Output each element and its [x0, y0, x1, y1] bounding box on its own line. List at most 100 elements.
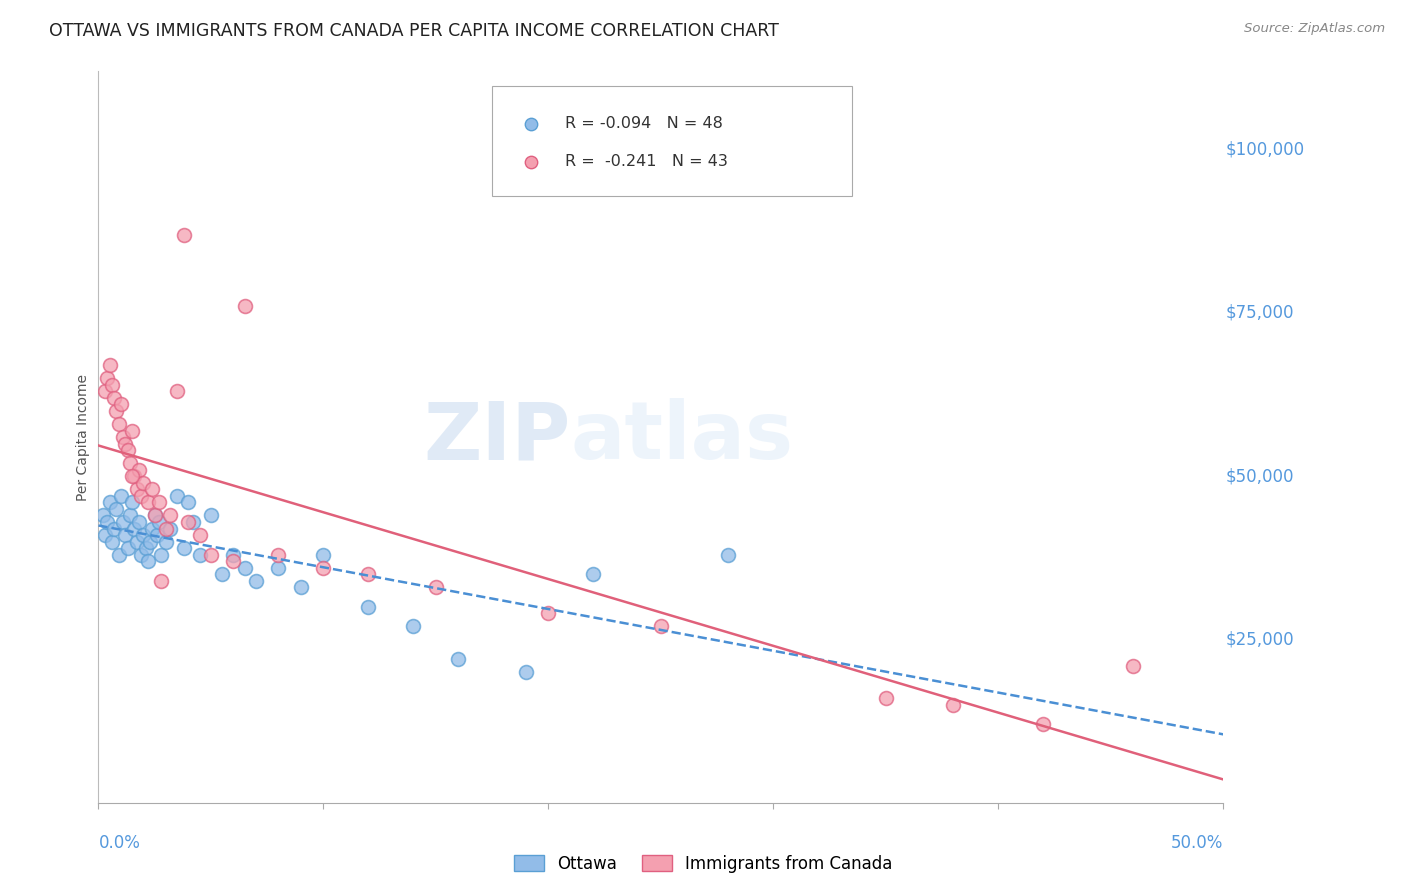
Point — [537, 607, 560, 621]
Text: OTTAWA VS IMMIGRANTS FROM CANADA PER CAPITA INCOME CORRELATION CHART: OTTAWA VS IMMIGRANTS FROM CANADA PER CAP… — [49, 22, 779, 40]
Point — [143, 508, 166, 523]
Point — [107, 417, 129, 431]
Point — [129, 489, 152, 503]
Point — [211, 567, 233, 582]
Point — [103, 521, 125, 535]
Point — [1032, 717, 1054, 731]
Point — [117, 443, 139, 458]
Point — [267, 560, 290, 574]
Point — [107, 548, 129, 562]
Point — [132, 528, 155, 542]
Point — [110, 397, 132, 411]
Point — [953, 796, 976, 810]
Point — [290, 580, 312, 594]
Point — [94, 528, 117, 542]
Point — [139, 534, 162, 549]
Text: ZIP: ZIP — [423, 398, 571, 476]
Point — [148, 495, 170, 509]
Point — [159, 508, 181, 523]
Point — [188, 528, 211, 542]
Point — [1122, 658, 1144, 673]
Point — [98, 495, 121, 509]
Point — [96, 515, 118, 529]
Point — [132, 475, 155, 490]
Point — [166, 384, 188, 399]
Point — [245, 574, 267, 588]
Text: $50,000: $50,000 — [1226, 467, 1295, 485]
Point — [135, 541, 157, 555]
Point — [94, 384, 117, 399]
Point — [357, 599, 380, 614]
Point — [114, 528, 136, 542]
Text: 0.0%: 0.0% — [98, 834, 141, 852]
Point — [98, 358, 121, 372]
Point — [942, 698, 965, 712]
Point — [166, 489, 188, 503]
Text: R = -0.094   N = 48: R = -0.094 N = 48 — [565, 116, 723, 131]
Point — [222, 548, 245, 562]
Point — [124, 469, 146, 483]
Point — [267, 548, 290, 562]
Point — [233, 300, 256, 314]
Point — [222, 554, 245, 568]
Point — [177, 515, 200, 529]
Point — [114, 436, 136, 450]
Point — [155, 534, 177, 549]
Point — [146, 528, 169, 542]
Point — [128, 515, 150, 529]
Point — [188, 548, 211, 562]
Text: $100,000: $100,000 — [1226, 141, 1305, 159]
Point — [173, 227, 195, 242]
Point — [105, 404, 128, 418]
Point — [112, 430, 135, 444]
Point — [129, 548, 152, 562]
Point — [118, 508, 141, 523]
Point — [233, 560, 256, 574]
Point — [105, 502, 128, 516]
Point — [953, 796, 976, 810]
Point — [425, 580, 447, 594]
Point — [141, 483, 163, 497]
Point — [177, 495, 200, 509]
Point — [875, 691, 897, 706]
Point — [128, 463, 150, 477]
Legend: Ottawa, Immigrants from Canada: Ottawa, Immigrants from Canada — [508, 848, 898, 880]
Point — [136, 554, 159, 568]
Point — [312, 548, 335, 562]
Point — [91, 508, 114, 523]
Point — [121, 424, 143, 438]
Point — [118, 456, 141, 470]
Point — [125, 483, 148, 497]
Text: Source: ZipAtlas.com: Source: ZipAtlas.com — [1244, 22, 1385, 36]
Point — [159, 521, 181, 535]
Point — [717, 548, 740, 562]
Point — [650, 619, 672, 633]
Point — [582, 567, 605, 582]
Point — [96, 371, 118, 385]
Point — [143, 508, 166, 523]
Point — [447, 652, 470, 666]
Point — [312, 560, 335, 574]
FancyBboxPatch shape — [492, 86, 852, 195]
Y-axis label: Per Capita Income: Per Capita Income — [76, 374, 90, 500]
Point — [112, 515, 135, 529]
Point — [357, 567, 380, 582]
Point — [155, 521, 177, 535]
Point — [150, 548, 173, 562]
Point — [200, 508, 222, 523]
Text: atlas: atlas — [571, 398, 794, 476]
Point — [402, 619, 425, 633]
Point — [103, 391, 125, 405]
Point — [515, 665, 537, 680]
Point — [101, 534, 124, 549]
Point — [148, 515, 170, 529]
Point — [141, 521, 163, 535]
Point — [150, 574, 173, 588]
Point — [110, 489, 132, 503]
Point — [101, 377, 124, 392]
Point — [173, 541, 195, 555]
Point — [121, 495, 143, 509]
Text: $75,000: $75,000 — [1226, 304, 1295, 322]
Point — [117, 541, 139, 555]
Text: R =  -0.241   N = 43: R = -0.241 N = 43 — [565, 154, 728, 169]
